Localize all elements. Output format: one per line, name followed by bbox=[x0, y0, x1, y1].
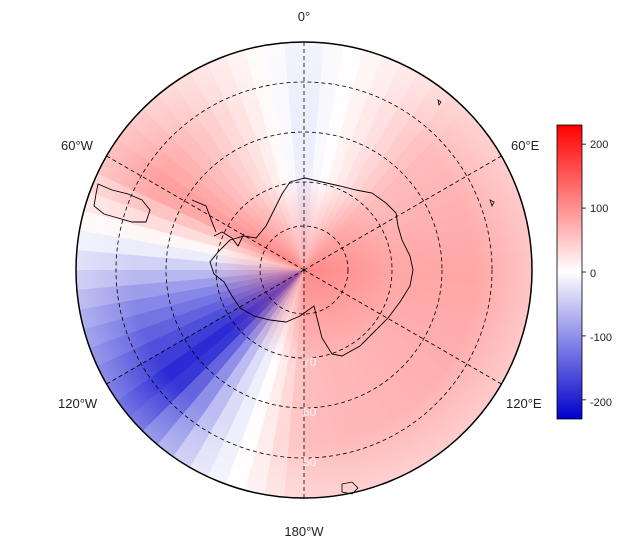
south-america-coastline bbox=[93, 183, 151, 223]
longitude-labels: 0° 60°E 120°E 180°W 120°W 60°W bbox=[58, 9, 542, 539]
longitude-label-120w: 120°W bbox=[58, 396, 98, 411]
colorbar: 200 100 0 -100 -200 bbox=[556, 124, 612, 420]
longitude-label-180w: 180°W bbox=[284, 524, 324, 539]
map-boundary bbox=[75, 41, 533, 499]
latitude-circle bbox=[259, 225, 349, 315]
colorbar-tick-100: 100 bbox=[590, 203, 608, 215]
longitude-label-120e: 120°E bbox=[506, 396, 542, 411]
latitude-label-70: 70 bbox=[303, 355, 317, 369]
latitude-circle bbox=[165, 131, 443, 409]
antarctica-coastline bbox=[191, 177, 414, 357]
meridian-line bbox=[106, 155, 305, 271]
islands bbox=[341, 99, 495, 495]
graticule bbox=[106, 42, 502, 498]
longitude-label-0: 0° bbox=[298, 9, 310, 24]
colorbar-gradient bbox=[557, 125, 582, 419]
latitude-circle bbox=[115, 81, 493, 459]
latitude-label-60: 60 bbox=[303, 405, 317, 419]
meridian-line bbox=[303, 155, 502, 271]
meridian-line bbox=[303, 269, 502, 385]
anomaly-field bbox=[76, 42, 532, 498]
latitude-labels: 70 60 50 bbox=[303, 355, 317, 469]
longitude-label-60e: 60°E bbox=[511, 138, 540, 153]
longitude-label-60w: 60°W bbox=[61, 138, 94, 153]
colorbar-tick-200: 200 bbox=[590, 139, 608, 151]
meridian-line bbox=[106, 269, 305, 385]
latitude-label-50: 50 bbox=[303, 455, 317, 469]
colorbar-tick-minus-100: -100 bbox=[590, 332, 612, 344]
colorbar-tick-minus-200: -200 bbox=[590, 397, 612, 409]
colorbar-tick-0: 0 bbox=[590, 268, 596, 280]
